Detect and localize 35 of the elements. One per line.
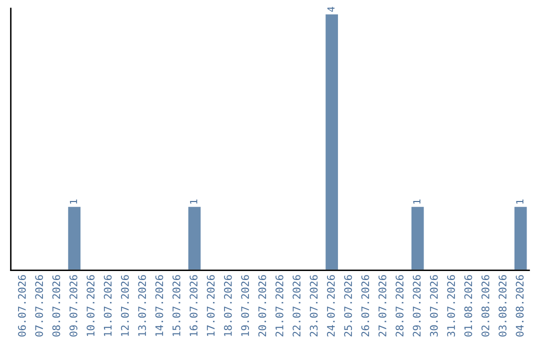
x-tick-label: 11.07.2026 bbox=[104, 275, 112, 336]
x-tick-label: 21.07.2026 bbox=[275, 275, 284, 336]
x-tick-label: 16.07.2026 bbox=[190, 275, 198, 336]
x-tick-label: 14.07.2026 bbox=[155, 275, 164, 336]
x-tick-label: 25.07.2026 bbox=[344, 275, 352, 336]
x-tick-label: 28.07.2026 bbox=[396, 275, 404, 336]
x-tick-label: 04.08.2026 bbox=[516, 275, 524, 336]
x-tick-label: 13.07.2026 bbox=[138, 275, 146, 336]
x-tick-label: 23.07.2026 bbox=[310, 275, 318, 336]
x-tick-label: 03.08.2026 bbox=[498, 275, 506, 336]
x-tick-label: 29.07.2026 bbox=[412, 275, 421, 336]
x-tick-label: 06.07.2026 bbox=[18, 275, 26, 336]
x-tick-label: 19.07.2026 bbox=[241, 275, 250, 336]
x-tick-label: 30.07.2026 bbox=[430, 275, 438, 336]
data-label: 1 bbox=[413, 200, 420, 204]
x-tick-label: 18.07.2026 bbox=[224, 275, 232, 336]
x-tick-label: 08.07.2026 bbox=[52, 275, 60, 336]
data-label: 1 bbox=[70, 200, 78, 204]
x-tick-label: 24.07.2026 bbox=[326, 275, 335, 336]
x-tick-label: 20.07.2026 bbox=[258, 275, 266, 336]
x-tick-label: 10.07.2026 bbox=[86, 275, 95, 336]
x-tick-label: 15.07.2026 bbox=[172, 275, 180, 336]
x-tick-label: 17.07.2026 bbox=[206, 275, 215, 336]
x-tick-label: 26.07.2026 bbox=[361, 275, 370, 336]
x-tick-label: 02.08.2026 bbox=[481, 275, 490, 336]
x-tick-label: 09.07.2026 bbox=[69, 275, 78, 336]
data-label: 1 bbox=[190, 200, 198, 204]
x-tick-label: 22.07.2026 bbox=[292, 275, 301, 336]
x-tick-label: 01.08.2026 bbox=[464, 275, 472, 336]
data-label: 4 bbox=[327, 6, 335, 12]
data-label: 1 bbox=[516, 200, 524, 204]
x-tick-label: 31.07.2026 bbox=[447, 275, 456, 336]
x-tick-label: 27.07.2026 bbox=[378, 275, 386, 336]
x-tick-label: 07.07.2026 bbox=[35, 275, 44, 336]
x-tick-label: 12.07.2026 bbox=[120, 275, 129, 336]
